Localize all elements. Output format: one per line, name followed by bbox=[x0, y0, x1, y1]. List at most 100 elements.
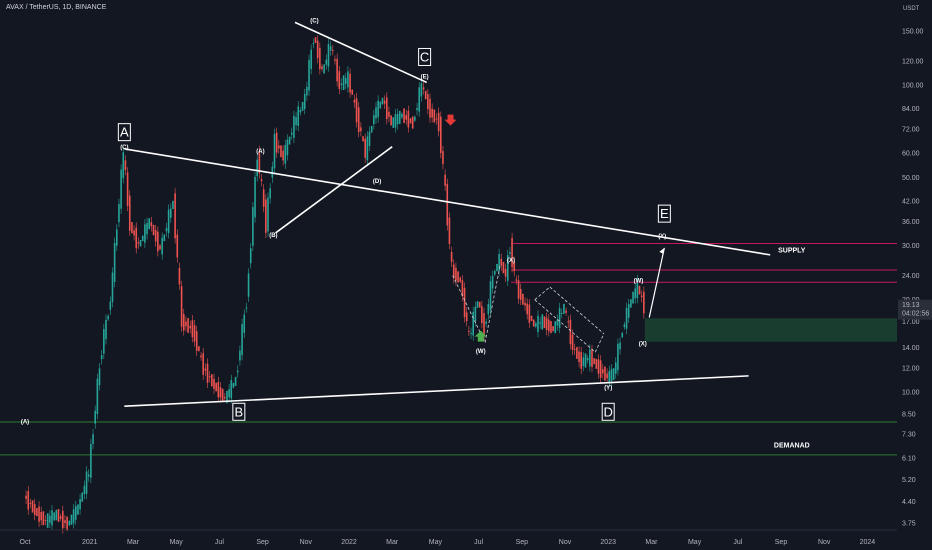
candle-body bbox=[563, 303, 565, 314]
channel-line bbox=[484, 264, 501, 343]
x-tick-label: Mar bbox=[645, 539, 658, 546]
candle-body bbox=[87, 474, 90, 477]
box-label-frame bbox=[232, 402, 246, 421]
candle-body bbox=[260, 179, 263, 182]
candle-body bbox=[591, 350, 593, 367]
candle-body bbox=[211, 374, 213, 387]
candle-body bbox=[500, 258, 503, 266]
candle-body bbox=[429, 98, 431, 118]
candle-body bbox=[364, 139, 366, 158]
wave-label: (A) bbox=[256, 149, 264, 155]
candle-body bbox=[62, 510, 64, 529]
candle-body bbox=[189, 325, 192, 329]
signal-arrow-up bbox=[474, 330, 487, 342]
candle-body bbox=[141, 235, 144, 242]
candle-body bbox=[137, 242, 140, 244]
candle-body bbox=[152, 224, 155, 236]
candle-body bbox=[416, 108, 418, 111]
candle-body bbox=[267, 197, 269, 232]
candle-body bbox=[532, 319, 535, 327]
price-layer bbox=[25, 35, 645, 534]
candle-body bbox=[165, 227, 168, 232]
candle-body bbox=[312, 43, 315, 45]
candle-body bbox=[537, 315, 539, 333]
current-price-badge bbox=[898, 299, 932, 320]
candle-body bbox=[303, 94, 306, 110]
candle-body bbox=[636, 280, 639, 299]
trendline bbox=[124, 375, 749, 408]
candle-body bbox=[269, 188, 271, 199]
box-label-frame bbox=[117, 123, 131, 142]
y-tick-label: 5.20 bbox=[902, 477, 916, 484]
candle-body bbox=[448, 217, 451, 244]
candle-body bbox=[247, 273, 250, 297]
candle-body bbox=[113, 242, 116, 282]
signal-arrow-down bbox=[444, 114, 457, 126]
candle-body bbox=[381, 97, 384, 105]
candle-body bbox=[355, 98, 358, 123]
candle-body bbox=[349, 73, 351, 93]
candle-body bbox=[265, 199, 267, 233]
wave-label: (B) bbox=[269, 233, 277, 239]
candle-body bbox=[200, 355, 202, 358]
candle-body bbox=[282, 150, 284, 161]
candle-body bbox=[450, 252, 453, 262]
candle-body bbox=[133, 230, 135, 236]
candle-body bbox=[252, 207, 254, 246]
candle-body bbox=[593, 358, 595, 365]
candle-body bbox=[51, 510, 53, 526]
wave-label: (C) bbox=[310, 18, 318, 24]
candle-body bbox=[275, 132, 278, 153]
candle-body bbox=[580, 352, 582, 369]
candle-body bbox=[245, 307, 248, 309]
candle-body bbox=[543, 316, 546, 329]
y-tick-label: 84.00 bbox=[902, 106, 920, 113]
candle-body bbox=[420, 83, 423, 97]
candle-body bbox=[206, 363, 209, 383]
box-label: D bbox=[604, 404, 613, 419]
candle-body bbox=[437, 112, 440, 132]
candle-body bbox=[353, 99, 356, 103]
candle-body bbox=[375, 107, 377, 119]
box-label: E bbox=[660, 206, 669, 221]
candle-body bbox=[433, 109, 436, 123]
y-tick-label: 12.00 bbox=[902, 365, 920, 372]
candle-body bbox=[301, 101, 304, 111]
candle-body bbox=[344, 78, 347, 84]
candle-body bbox=[610, 369, 613, 382]
candle-body bbox=[98, 368, 101, 386]
candle-body bbox=[491, 275, 494, 289]
candle-body bbox=[31, 500, 34, 513]
candle-body bbox=[614, 362, 617, 374]
candle-body bbox=[351, 89, 354, 95]
candle-body bbox=[576, 347, 578, 359]
candle-body bbox=[70, 514, 73, 525]
candle-body bbox=[599, 360, 602, 378]
channel-line bbox=[452, 275, 486, 343]
candle-body bbox=[323, 64, 325, 74]
candle-body bbox=[548, 319, 550, 332]
candle-body bbox=[386, 97, 388, 120]
labels-layer: (A) (C) (A) (B) (C) (D) (E) (X) (W) (Y) (W) (X) (Y) A… bbox=[21, 18, 810, 449]
candle-body bbox=[81, 492, 84, 502]
candle-body bbox=[128, 195, 131, 231]
candle-body bbox=[424, 90, 427, 100]
candle-body bbox=[630, 299, 632, 308]
x-tick-label: Jul bbox=[474, 539, 483, 546]
candle-body bbox=[55, 509, 58, 521]
candle-body bbox=[554, 321, 557, 334]
countdown-label: 04:02:56 bbox=[902, 311, 929, 318]
candle-body bbox=[85, 471, 88, 494]
y-tick-label: 24.00 bbox=[902, 273, 920, 280]
candle-body bbox=[606, 373, 608, 379]
candle-body bbox=[338, 71, 341, 89]
y-tick-label: 100.00 bbox=[902, 83, 924, 90]
candle-body bbox=[236, 370, 239, 373]
candle-body bbox=[435, 118, 438, 120]
candle-body bbox=[111, 272, 114, 302]
candle-body bbox=[411, 116, 414, 129]
candle-body bbox=[468, 330, 470, 332]
candle-body bbox=[157, 231, 159, 252]
candle-body bbox=[195, 331, 198, 351]
